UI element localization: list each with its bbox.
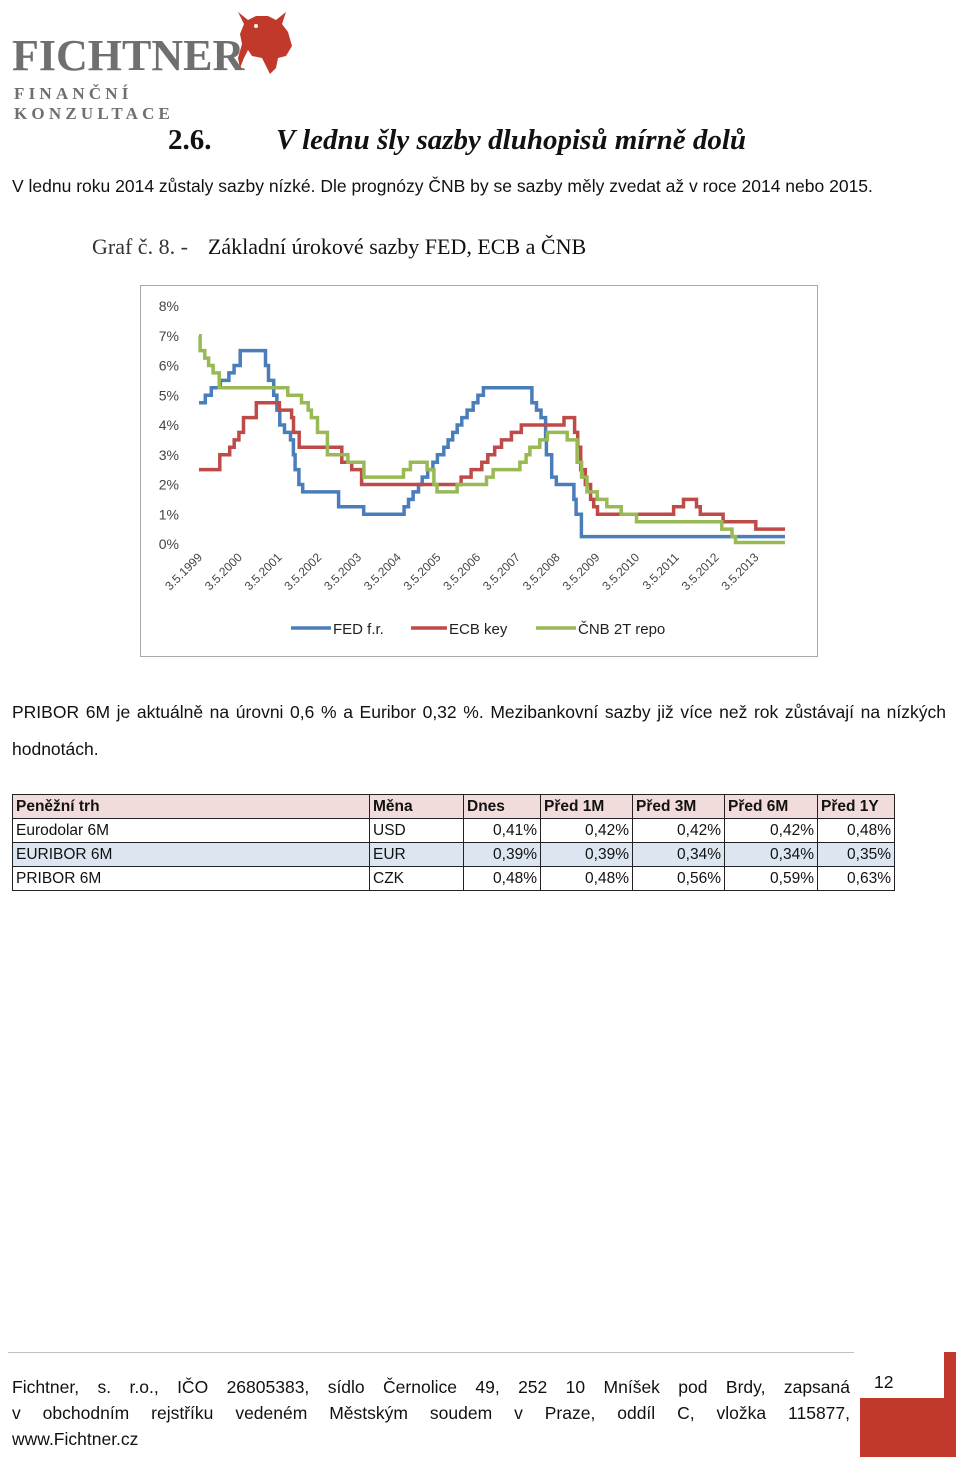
bull-icon [238, 12, 292, 74]
section-title: V lednu šly sazby dluhopisů mírně dolů [276, 124, 747, 156]
table-cell: USD [369, 818, 464, 843]
x-tick-label: 3.5.2010 [599, 550, 642, 593]
pribor-paragraph: PRIBOR 6M je aktuálně na úrovni 0,6 % a … [12, 702, 946, 759]
table-cell: 0,42% [632, 818, 725, 843]
series-line [199, 348, 785, 539]
x-tick-label: 3.5.2007 [480, 550, 523, 593]
page-number-box: 12 [860, 1352, 956, 1457]
graph-caption-title: Základní úrokové sazby FED, ECB a ČNB [207, 234, 587, 259]
table-cell: EUR [369, 842, 464, 867]
x-tick-label: 3.5.2002 [281, 550, 324, 593]
table-cell: 0,63% [817, 866, 895, 891]
table-cell: EURIBOR 6M [12, 842, 370, 867]
legend-label: FED f.r. [333, 621, 384, 638]
y-tick-label: 7% [159, 328, 179, 344]
table-row: Eurodolar 6M USD 0,41% 0,42% 0,42% 0,42%… [12, 818, 895, 843]
table-header-cell: Dnes [463, 794, 541, 819]
y-tick-label: 1% [159, 506, 179, 522]
page-number: 12 [874, 1372, 894, 1392]
table-cell: Eurodolar 6M [12, 818, 370, 843]
x-tick-label: 3.5.2009 [560, 550, 603, 593]
x-tick-label: 3.5.1999 [162, 550, 205, 593]
x-tick-label: 3.5.2003 [321, 550, 364, 593]
table-row: EURIBOR 6M EUR 0,39% 0,39% 0,34% 0,34% 0… [12, 842, 895, 867]
table-header-cell: Před 1Y [817, 794, 895, 819]
company-logo: FICHTNER FINANČNÍ KONZULTACE [8, 4, 298, 123]
table-header-cell: Měna [369, 794, 464, 819]
table-header-cell: Před 1M [540, 794, 633, 819]
legend-label: ČNB 2T repo [578, 621, 665, 638]
x-tick-label: 3.5.2005 [401, 550, 444, 593]
page-footer: Fichtner, s. r.o., IČO 26805383, sídlo Č… [12, 1374, 850, 1452]
section-heading: 2.6. V lednu šly sazby dluhopisů mírně do… [168, 124, 746, 157]
graph-caption: Graf č. 8. - Základní úrokové sazby FED, … [92, 234, 586, 260]
y-tick-label: 4% [159, 417, 179, 433]
y-tick-label: 8% [159, 298, 179, 314]
intro-text: V lednu roku 2014 zůstaly sazby nízké. D… [12, 176, 873, 196]
money-market-table: Peněžní trh Měna Dnes Před 1M Před 3M Př… [12, 794, 895, 891]
table-cell: 0,59% [724, 866, 818, 891]
table-cell: PRIBOR 6M [12, 866, 370, 891]
x-tick-label: 3.5.2012 [679, 550, 722, 593]
table-cell: 0,48% [463, 866, 541, 891]
y-tick-label: 2% [159, 477, 179, 493]
table-cell: 0,39% [540, 842, 633, 867]
x-tick-label: 3.5.2000 [202, 550, 245, 593]
table-cell: 0,48% [540, 866, 633, 891]
table-cell: 0,35% [817, 842, 895, 867]
x-tick-label: 3.5.2001 [242, 550, 285, 593]
footer-line: Fichtner, s. r.o., IČO 26805383, sídlo Č… [12, 1377, 850, 1397]
y-tick-label: 0% [159, 536, 179, 552]
logo-tagline: FINANČNÍ KONZULTACE [14, 84, 175, 123]
series-line [199, 400, 785, 531]
table-cell: 0,39% [463, 842, 541, 867]
table-cell: 0,41% [463, 818, 541, 843]
y-tick-label: 6% [159, 358, 179, 374]
rates-chart: 0% 1% 2% 3% 4% 5% 6% 7% 8% 3.5.1999 3.5.2000 3.5.20… [140, 285, 818, 657]
x-tick-label: 3.5.2013 [718, 550, 761, 593]
rates-chart-svg: 0%1%2%3%4%5%6%7%8%3.5.19993.5.20003.5.20… [159, 298, 785, 638]
table-header-cell: Před 3M [632, 794, 725, 819]
legend-label: ECB key [449, 621, 508, 638]
x-tick-label: 3.5.2008 [520, 550, 563, 593]
table-header-cell: Peněžní trh [12, 794, 370, 819]
table-cell: 0,42% [540, 818, 633, 843]
x-tick-label: 3.5.2006 [440, 550, 483, 593]
table-header-cell: Před 6M [724, 794, 818, 819]
footer-line: v obchodním rejstříku vedeném Městským s… [12, 1403, 850, 1423]
table-header-row: Peněžní trh Měna Dnes Před 1M Před 3M Př… [12, 794, 895, 819]
y-tick-label: 5% [159, 387, 179, 403]
section-number: 2.6. [168, 124, 212, 156]
y-tick-label: 3% [159, 447, 179, 463]
footer-website: www.Fichtner.cz [12, 1429, 139, 1449]
graph-caption-label: Graf č. 8. - [92, 234, 188, 259]
table-cell: 0,34% [632, 842, 725, 867]
table-cell: CZK [369, 866, 464, 891]
x-tick-label: 3.5.2011 [640, 550, 683, 593]
table-cell: 0,34% [724, 842, 818, 867]
table-cell: 0,56% [632, 866, 725, 891]
logo-brand: FICHTNER [12, 31, 245, 80]
table-cell: 0,48% [817, 818, 895, 843]
x-tick-label: 3.5.2004 [361, 550, 404, 593]
footer-divider [8, 1352, 854, 1353]
series-line [198, 334, 785, 545]
table-cell: 0,42% [724, 818, 818, 843]
table-row: PRIBOR 6M CZK 0,48% 0,48% 0,56% 0,59% 0,… [12, 866, 895, 891]
